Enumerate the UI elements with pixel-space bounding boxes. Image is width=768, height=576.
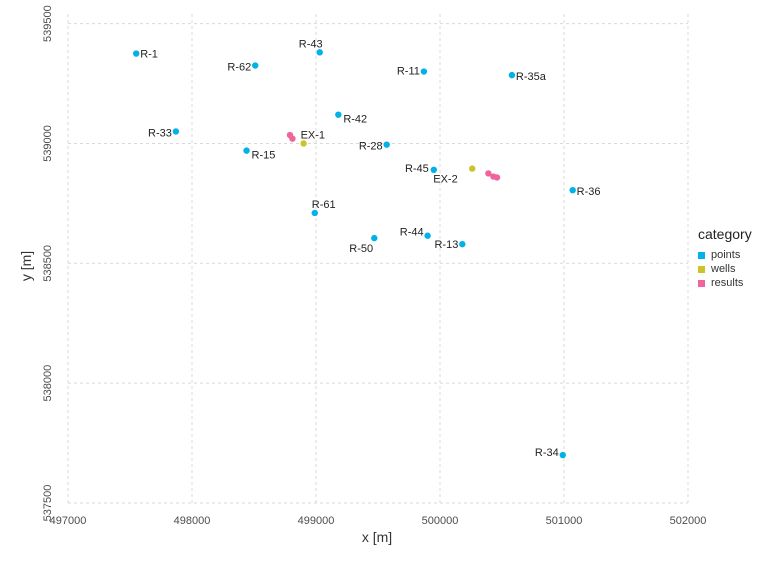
x-tick-label: 501000 bbox=[546, 515, 583, 527]
y-tick-label: 537500 bbox=[42, 485, 54, 522]
legend-item: points bbox=[698, 248, 752, 262]
y-tick-label: 538000 bbox=[42, 365, 54, 402]
points-point bbox=[252, 62, 259, 69]
point-label: R-61 bbox=[312, 199, 336, 211]
legend-swatch bbox=[698, 251, 705, 259]
x-tick-label: 500000 bbox=[422, 515, 459, 527]
x-tick-label: 502000 bbox=[670, 515, 707, 527]
point-label: R-44 bbox=[400, 227, 424, 239]
point-label: R-15 bbox=[252, 150, 276, 162]
point-labels: R-1 R-62 R-43 R-11 R-35a R-42 R-33 R-15 R-28 R-45… bbox=[140, 38, 600, 459]
legend: category points wells results bbox=[698, 226, 752, 290]
point-label: R-34 bbox=[535, 447, 559, 459]
legend-title: category bbox=[698, 226, 752, 242]
point-label: R-62 bbox=[227, 62, 251, 74]
points-point bbox=[420, 68, 428, 75]
y-tick-label: 539500 bbox=[42, 5, 54, 42]
x-axis-ticks: 497000 498000 499000 500000 501000 502000 bbox=[50, 515, 707, 527]
points-point bbox=[430, 166, 437, 174]
points-point bbox=[424, 232, 431, 239]
legend-items: points wells results bbox=[698, 248, 752, 290]
point-label: R-35a bbox=[516, 71, 547, 83]
results-point bbox=[289, 135, 296, 142]
points-point bbox=[383, 141, 390, 148]
point-label: R-42 bbox=[343, 114, 367, 126]
point-label: EX-1 bbox=[301, 129, 325, 141]
x-tick-label: 497000 bbox=[50, 515, 87, 527]
points-point bbox=[335, 111, 342, 118]
points-point bbox=[311, 209, 318, 217]
legend-swatch bbox=[698, 265, 705, 273]
wells-point bbox=[300, 140, 307, 147]
point-label: R-50 bbox=[349, 243, 373, 255]
points-point bbox=[371, 234, 378, 242]
points-point bbox=[133, 50, 140, 57]
point-label: R-11 bbox=[397, 66, 420, 78]
x-axis-title: x [m] bbox=[362, 529, 392, 545]
x-tick-label: 499000 bbox=[298, 515, 335, 527]
point-label: R-36 bbox=[577, 186, 601, 198]
results-point bbox=[485, 170, 492, 177]
legend-item: results bbox=[698, 276, 752, 290]
y-tick-label: 539000 bbox=[42, 125, 54, 162]
point-label: R-45 bbox=[405, 163, 429, 175]
data-points bbox=[133, 49, 576, 459]
point-label: EX-2 bbox=[433, 174, 457, 186]
points-point bbox=[569, 186, 576, 194]
point-label: R-1 bbox=[140, 49, 158, 61]
points-point bbox=[243, 147, 250, 154]
x-tick-label: 498000 bbox=[174, 515, 211, 527]
points-point bbox=[316, 49, 323, 56]
legend-label: points bbox=[711, 249, 741, 261]
point-label: R-43 bbox=[299, 38, 323, 50]
y-axis-ticks: 537500 538000 538500 539000 539500 bbox=[42, 5, 54, 521]
legend-swatch bbox=[698, 279, 705, 287]
legend-item: wells bbox=[698, 262, 752, 276]
wells-point bbox=[469, 165, 476, 172]
point-label: R-28 bbox=[359, 141, 383, 153]
y-axis-title: y [m] bbox=[18, 251, 34, 281]
points-point bbox=[508, 71, 516, 79]
grid bbox=[67, 14, 689, 504]
legend-label: wells bbox=[711, 263, 736, 275]
points-point bbox=[459, 240, 466, 248]
point-label: R-33 bbox=[148, 127, 172, 139]
results-point bbox=[493, 174, 501, 181]
point-label: R-13 bbox=[434, 239, 458, 251]
y-tick-label: 538500 bbox=[42, 245, 54, 282]
legend-label: results bbox=[711, 277, 744, 289]
points-point bbox=[172, 128, 180, 135]
points-point bbox=[559, 451, 566, 459]
